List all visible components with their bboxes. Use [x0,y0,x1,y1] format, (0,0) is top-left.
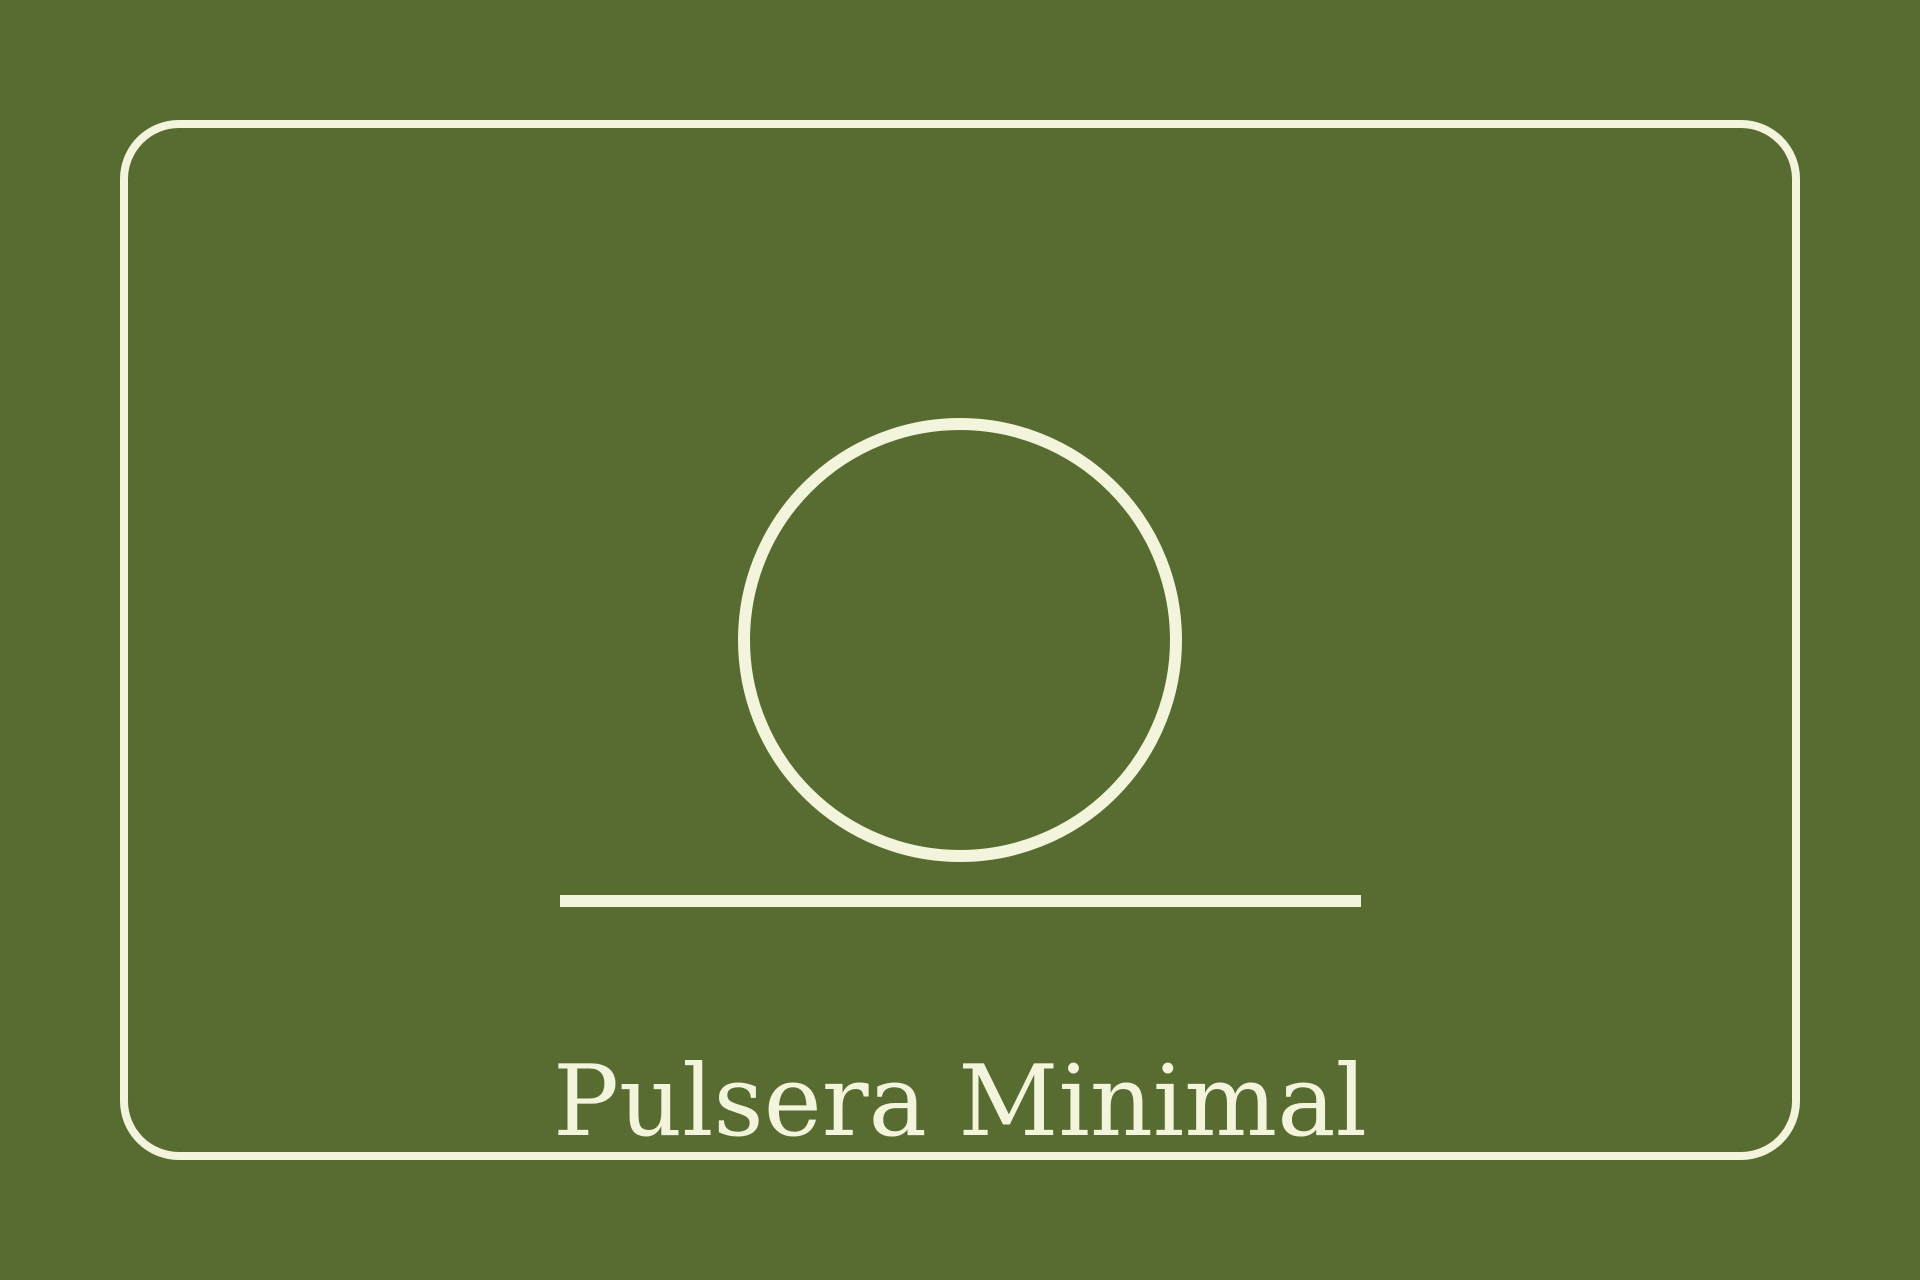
product-title: Pulsera Minimal [553,1045,1367,1159]
bracelet-ring-icon [738,418,1182,862]
card-frame [120,120,1800,1160]
